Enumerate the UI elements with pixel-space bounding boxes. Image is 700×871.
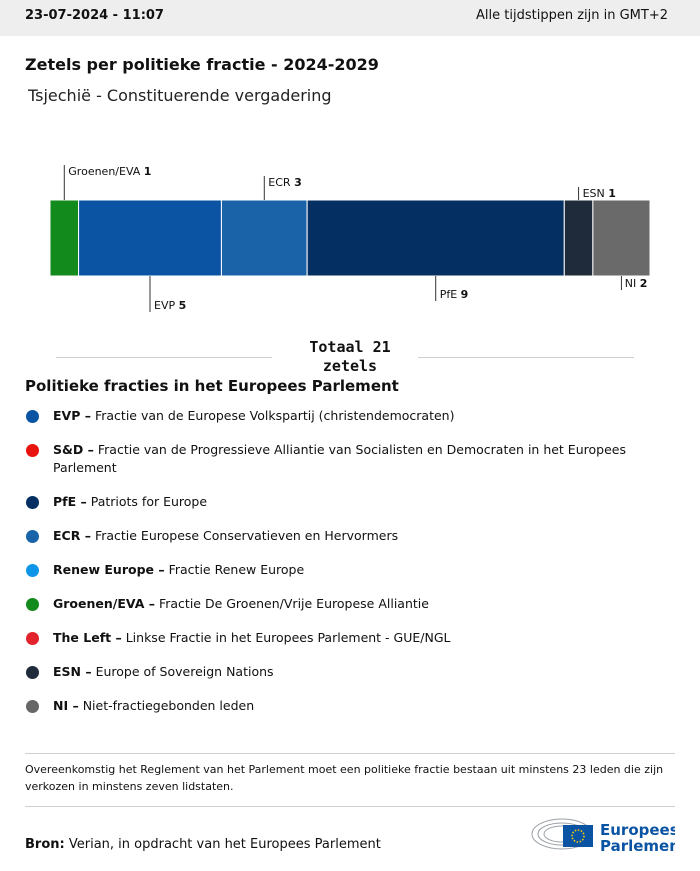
legend-dot: [26, 496, 39, 509]
total-label: Totaal 21 zetels: [309, 338, 391, 375]
legend-item: PfE – Patriots for Europe: [25, 493, 645, 511]
legend-title: Politieke fracties in het Europees Parle…: [25, 377, 399, 395]
chart-title: Zetels per politieke fractie - 2024-2029: [25, 55, 379, 74]
legend-abbr: ESN –: [53, 664, 92, 679]
legend-name: Fractie van de Progressieve Alliantie va…: [53, 442, 626, 475]
chart-subtitle: Tsjechië - Constituerende vergadering: [28, 86, 332, 105]
segment-value: 1: [144, 165, 152, 178]
legend-item: EVP – Fractie van de Europese Volksparti…: [25, 407, 645, 425]
bar-segment: [78, 199, 222, 277]
legend-dot: [26, 530, 39, 543]
bar-segment: [49, 199, 80, 277]
divider: [56, 357, 272, 358]
segment-name: EVP: [154, 299, 175, 312]
divider: [25, 806, 675, 807]
segment-value: 3: [294, 176, 302, 189]
bar-segment: [220, 199, 308, 277]
chart: Groenen/EVA 1 EVP 5 ECR 3 PfE 9 ESN 1 NI 2: [49, 165, 651, 312]
legend-abbr: Groenen/EVA –: [53, 596, 155, 611]
legend-item: ESN – Europe of Sovereign Nations: [25, 663, 645, 681]
legend-name: Fractie Renew Europe: [168, 562, 305, 577]
legend-name: Niet-fractiegebonden leden: [82, 698, 255, 713]
segment-label: ESN 1: [583, 187, 616, 200]
source: Bron: Verian, in opdracht van het Europe…: [25, 837, 381, 852]
legend-abbr: ECR –: [53, 528, 91, 543]
legend-item: ECR – Fractie Europese Conservatieven en…: [25, 527, 645, 545]
logo: Europees Parlement: [531, 818, 675, 855]
legend-dot: [26, 410, 39, 423]
bar-segment: [563, 199, 594, 277]
legend-item: Groenen/EVA – Fractie De Groenen/Vrije E…: [25, 595, 645, 613]
legend-abbr: The Left –: [53, 630, 122, 645]
legend-item: NI – Niet-fractiegebonden leden: [25, 697, 645, 715]
legend-abbr: S&D –: [53, 442, 94, 457]
divider: [25, 753, 675, 754]
source-text: Verian, in opdracht van het Europees Par…: [68, 837, 381, 852]
legend-item: S&D – Fractie van de Progressieve Allian…: [25, 441, 645, 477]
legend-abbr: Renew Europe –: [53, 562, 165, 577]
footnote: Overeenkomstig het Reglement van het Par…: [25, 763, 664, 793]
segment-label: PfE 9: [440, 288, 469, 301]
legend-item: Renew Europe – Fractie Renew Europe: [25, 561, 645, 579]
bar-segment: [592, 199, 651, 277]
logo-text: Europees: [600, 821, 675, 839]
legend-name: Linkse Fractie in het Europees Parlement…: [125, 630, 451, 645]
legend-abbr: NI –: [53, 698, 79, 713]
legend: EVP – Fractie van de Europese Volksparti…: [25, 407, 645, 731]
divider: [418, 357, 634, 358]
legend-name: Fractie van de Europese Volkspartij (chr…: [94, 408, 455, 423]
legend-name: Fractie De Groenen/Vrije Europese Allian…: [158, 596, 429, 611]
segment-name: ESN: [583, 187, 605, 200]
segment-name: Groenen/EVA: [68, 165, 140, 178]
legend-name: Europe of Sovereign Nations: [95, 664, 274, 679]
segment-value: 1: [608, 187, 616, 200]
segment-label: NI 2: [625, 277, 648, 290]
segment-label: Groenen/EVA 1: [68, 165, 151, 178]
source-label: Bron:: [25, 837, 65, 852]
legend-dot: [26, 666, 39, 679]
timezone: Alle tijdstippen zijn in GMT+2: [476, 8, 668, 23]
legend-name: Patriots for Europe: [90, 494, 208, 509]
legend-dot: [26, 700, 39, 713]
segment-name: PfE: [440, 288, 458, 301]
logo-text: Parlement: [600, 837, 675, 855]
legend-dot: [26, 598, 39, 611]
legend-item: The Left – Linkse Fractie in het Europee…: [25, 629, 645, 647]
header-bar: [0, 0, 700, 36]
legend-dot: [26, 564, 39, 577]
segment-value: 9: [461, 288, 469, 301]
segment-name: NI: [625, 277, 636, 290]
legend-dot: [26, 444, 39, 457]
legend-abbr: PfE –: [53, 494, 87, 509]
segment-value: 2: [640, 277, 648, 290]
timestamp: 23-07-2024 - 11:07: [25, 8, 164, 23]
segment-name: ECR: [268, 176, 291, 189]
segment-value: 5: [179, 299, 187, 312]
legend-abbr: EVP –: [53, 408, 91, 423]
legend-dot: [26, 632, 39, 645]
segment-label: ECR 3: [268, 176, 301, 189]
legend-name: Fractie Europese Conservatieven en Hervo…: [94, 528, 399, 543]
segment-label: EVP 5: [154, 299, 186, 312]
bar-segment: [306, 199, 565, 277]
